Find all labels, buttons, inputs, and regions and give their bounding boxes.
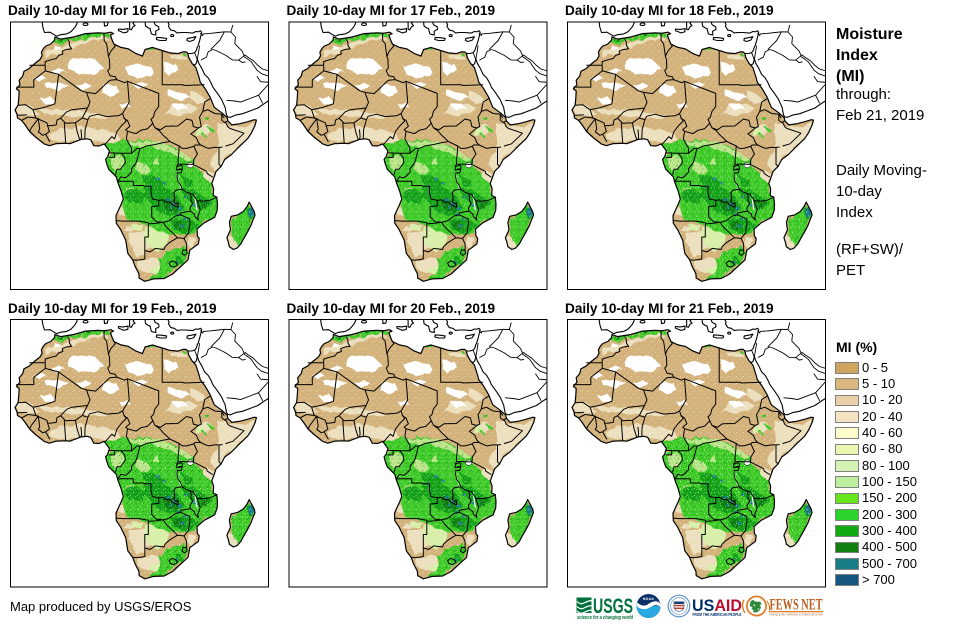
- svg-text:science for a changing world: science for a changing world: [577, 615, 633, 621]
- svg-text:USAID: USAID: [692, 596, 742, 615]
- svg-text:USGS: USGS: [593, 595, 633, 618]
- svg-text:FEWS NET: FEWS NET: [770, 597, 823, 614]
- svg-text:NOAA: NOAA: [643, 597, 654, 601]
- svg-text:FROM THE AMERICAN PEOPLE: FROM THE AMERICAN PEOPLE: [693, 612, 742, 617]
- svg-text:FAMINE EARLY WARNING SYSTEMS N: FAMINE EARLY WARNING SYSTEMS NETWORK: [770, 613, 824, 617]
